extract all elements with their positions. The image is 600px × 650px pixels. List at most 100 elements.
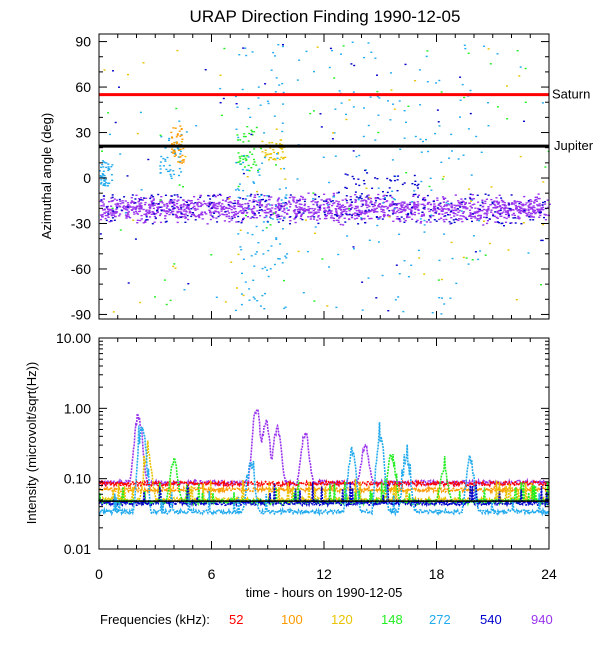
point-940 [277, 197, 281, 199]
point-100 [175, 142, 178, 145]
point-940 [328, 203, 331, 206]
point-540 [256, 193, 259, 196]
point-940 [336, 192, 339, 194]
point-272 [262, 253, 265, 255]
point-940 [276, 215, 279, 217]
point-272 [425, 55, 428, 58]
point-940 [331, 204, 334, 207]
point-940 [127, 207, 130, 209]
point-940 [537, 197, 540, 200]
point-120 [393, 108, 396, 110]
point-940 [143, 203, 147, 206]
point-940 [115, 212, 118, 214]
point-940 [247, 203, 250, 205]
point-940 [274, 208, 277, 210]
point-940 [189, 202, 193, 204]
point-148 [253, 161, 256, 163]
point-940 [372, 205, 375, 208]
point-272 [139, 111, 142, 114]
point-940 [145, 213, 148, 215]
point-940 [414, 207, 417, 209]
point-940 [420, 215, 423, 217]
point-540 [439, 202, 442, 204]
point-540 [352, 150, 355, 152]
point-940 [515, 208, 518, 210]
point-940 [529, 214, 532, 216]
point-100 [181, 138, 184, 140]
point-940 [111, 209, 114, 211]
point-272 [140, 189, 143, 191]
point-940 [177, 207, 180, 209]
point-272 [285, 197, 288, 199]
point-540 [250, 193, 253, 196]
point-540 [395, 264, 398, 266]
point-272 [215, 296, 218, 298]
point-940 [110, 210, 113, 212]
point-272 [392, 103, 394, 105]
point-940 [383, 214, 386, 216]
point-120 [542, 181, 545, 183]
point-940 [504, 206, 507, 209]
point-272 [423, 224, 426, 226]
point-148 [245, 159, 248, 162]
point-940 [346, 202, 349, 204]
x-tick-label: 6 [208, 566, 216, 582]
point-940 [323, 193, 326, 195]
point-540 [258, 209, 261, 211]
point-120 [180, 141, 183, 143]
point-940 [419, 222, 422, 224]
point-940 [265, 214, 268, 217]
point-940 [249, 217, 252, 219]
point-940 [319, 204, 322, 206]
point-272 [479, 250, 482, 252]
point-272 [110, 174, 113, 176]
point-940 [332, 194, 335, 197]
point-940 [380, 210, 383, 213]
point-940 [370, 217, 373, 220]
point-100 [182, 161, 185, 163]
point-940 [540, 207, 543, 209]
point-940 [175, 216, 178, 218]
point-940 [374, 198, 377, 200]
point-940 [529, 216, 532, 218]
point-940 [538, 216, 541, 218]
point-272 [240, 293, 243, 295]
point-940 [140, 205, 143, 207]
point-540 [345, 187, 348, 189]
point-940 [461, 212, 465, 214]
point-940 [253, 217, 256, 219]
point-148 [173, 263, 176, 265]
point-272 [101, 176, 104, 178]
point-272 [357, 199, 360, 201]
point-540 [105, 206, 108, 208]
point-272 [237, 196, 240, 199]
point-940 [479, 214, 482, 217]
point-272 [425, 138, 427, 141]
legend-item-52: 52 [229, 612, 243, 627]
point-540 [269, 214, 272, 216]
point-940 [118, 205, 121, 207]
point-272 [174, 153, 176, 155]
point-540 [374, 177, 377, 179]
point-100 [176, 133, 179, 135]
point-540 [260, 193, 263, 196]
point-272 [242, 161, 245, 164]
point-940 [100, 205, 103, 207]
point-940 [122, 202, 125, 204]
point-940 [203, 202, 206, 205]
point-940 [173, 199, 176, 201]
point-940 [433, 203, 436, 205]
point-940 [138, 205, 141, 208]
point-540 [414, 180, 417, 182]
point-940 [103, 208, 106, 210]
point-272 [255, 251, 258, 253]
point-940 [176, 200, 179, 202]
point-272 [448, 157, 451, 159]
point-940 [445, 211, 448, 214]
point-940 [182, 210, 185, 212]
point-940 [267, 203, 270, 205]
point-940 [337, 207, 340, 210]
point-540 [412, 193, 415, 196]
point-940 [289, 220, 292, 222]
point-272 [283, 217, 286, 219]
